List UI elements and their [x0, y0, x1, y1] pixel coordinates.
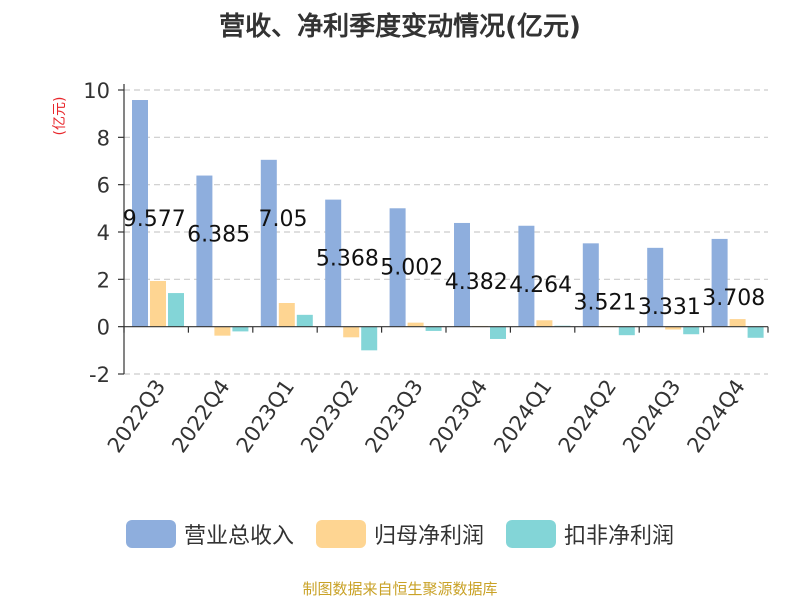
- data-label-revenue: 4.264: [509, 273, 572, 298]
- bar-revenue: [454, 222, 470, 327]
- bar-revenue: [582, 243, 599, 327]
- legend-item-revenue[interactable]: 营业总收入: [125, 518, 294, 550]
- legend-item-net-profit[interactable]: 归母净利润: [315, 518, 484, 550]
- bar-revenue: [711, 238, 728, 327]
- bar-net-profit: [343, 326, 360, 338]
- x-tick-label: 2024Q4: [682, 375, 749, 457]
- y-tick-label: 10: [83, 79, 110, 103]
- x-tick-label: 2024Q3: [618, 375, 685, 457]
- x-tick-label: 2023Q4: [425, 375, 492, 457]
- bar-deducted-profit: [618, 326, 635, 336]
- bar-net-profit: [407, 322, 424, 327]
- x-tick-label: 2023Q3: [360, 375, 427, 457]
- data-label-revenue: 4.382: [445, 270, 508, 295]
- x-tick-label: 2023Q1: [232, 375, 299, 457]
- bar-revenue: [196, 175, 213, 327]
- y-tick-label: 6: [97, 174, 110, 198]
- data-label-revenue: 3.331: [638, 295, 701, 320]
- legend-swatch-net-profit: [315, 520, 366, 548]
- bar-deducted-profit: [747, 326, 764, 338]
- legend-swatch-revenue: [125, 520, 176, 548]
- bar-revenue: [132, 100, 148, 327]
- bar-deducted-profit: [168, 293, 184, 327]
- data-label-revenue: 3.521: [574, 290, 637, 315]
- bar-revenue: [325, 199, 342, 327]
- y-tick-label: 4: [97, 221, 110, 245]
- legend-item-deducted-profit[interactable]: 扣非净利润: [506, 518, 674, 550]
- x-tick-label: 2023Q2: [296, 375, 363, 457]
- y-tick-label: 8: [97, 126, 110, 150]
- bar-deducted-profit: [296, 314, 313, 327]
- bar-deducted-profit: [683, 326, 700, 335]
- x-tick-label: 2022Q3: [103, 375, 170, 457]
- legend-label-net-profit: 归母净利润: [373, 524, 484, 549]
- bar-net-profit: [150, 280, 166, 327]
- legend-label-deducted-profit: 扣非净利润: [564, 524, 675, 549]
- data-label-revenue: 5.368: [316, 247, 379, 272]
- x-tick-label: 2024Q1: [489, 375, 556, 457]
- data-label-revenue: 3.708: [702, 286, 765, 311]
- x-tick-label: 2024Q2: [554, 375, 621, 457]
- legend: 营业总收入 归母净利润 扣非净利润: [0, 518, 800, 550]
- bar-net-profit: [214, 326, 231, 336]
- source-note: 制图数据来自恒生聚源数据库: [302, 580, 498, 598]
- bar-revenue: [518, 225, 535, 327]
- legend-swatch-deducted-profit: [506, 520, 556, 548]
- bar-deducted-profit: [425, 326, 442, 331]
- y-axis-label: (亿元): [52, 97, 68, 136]
- y-tick-label: 0: [97, 316, 110, 340]
- data-label-revenue: 5.002: [380, 255, 443, 280]
- bar-deducted-profit: [232, 326, 249, 332]
- bar-deducted-profit: [490, 326, 506, 339]
- bar-revenue: [389, 208, 406, 327]
- bar-revenue: [260, 159, 277, 327]
- bar-net-profit: [729, 319, 746, 327]
- bar-net-profit: [278, 303, 295, 327]
- bar-deducted-profit: [361, 326, 378, 351]
- legend-label-revenue: 营业总收入: [183, 524, 294, 549]
- bar-net-profit: [536, 320, 553, 327]
- y-tick-label: -2: [89, 363, 110, 387]
- y-tick-label: 2: [97, 268, 110, 292]
- data-label-revenue: 9.577: [123, 207, 186, 232]
- data-label-revenue: 6.385: [187, 223, 250, 248]
- x-tick-label: 2022Q4: [167, 375, 234, 457]
- bar-net-profit: [665, 326, 682, 330]
- chart-title: 营收、净利季度变动情况(亿元): [219, 12, 581, 42]
- bar-revenue: [647, 247, 664, 327]
- data-label-revenue: 7.05: [259, 207, 308, 232]
